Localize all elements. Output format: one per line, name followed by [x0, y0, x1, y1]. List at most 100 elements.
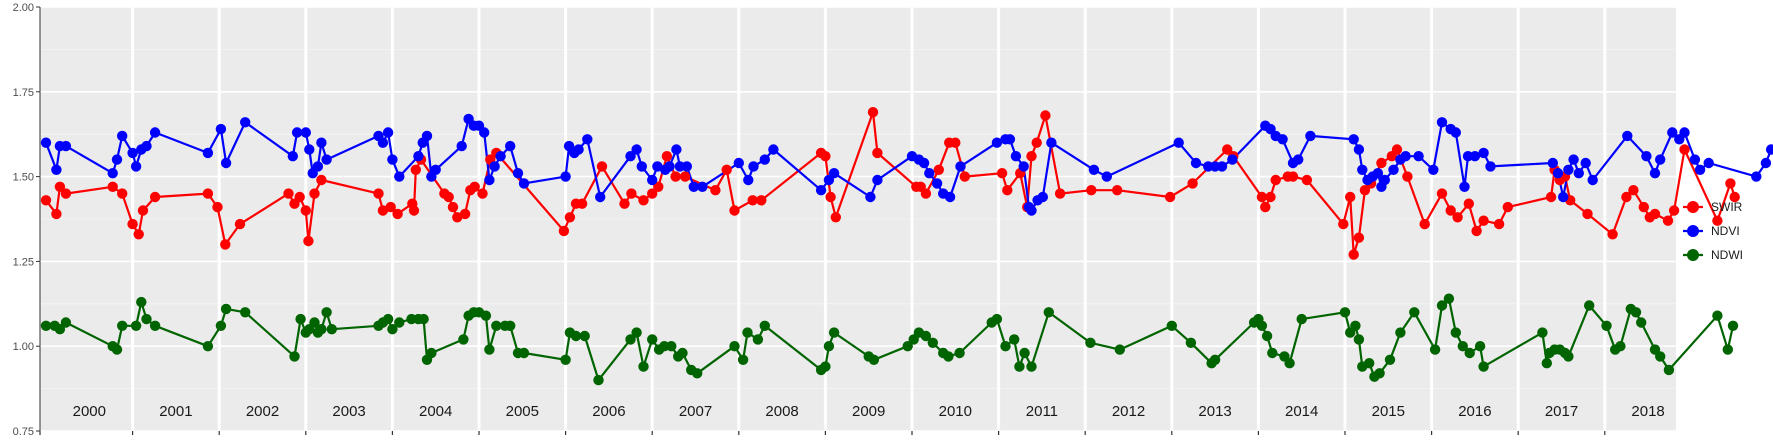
data-point-ndwi: [130, 320, 142, 331]
data-point-ndwi: [1630, 307, 1642, 318]
data-point-swir: [1638, 201, 1650, 213]
data-point-ndwi: [1019, 347, 1030, 359]
data-point-ndwi: [991, 313, 1003, 325]
data-point-swir: [647, 188, 658, 199]
data-point-ndvi: [671, 144, 682, 155]
data-point-ndvi: [220, 157, 232, 169]
data-point-ndvi: [573, 144, 584, 155]
data-point-ndwi: [1350, 320, 1361, 331]
data-point-ndvi: [955, 161, 966, 172]
data-point-ndvi: [1587, 174, 1598, 186]
data-point-ndwi: [1727, 320, 1739, 331]
data-point-swir: [1265, 191, 1276, 203]
data-point-swir: [133, 229, 144, 240]
data-point-ndvi: [768, 144, 779, 155]
data-point-ndvi: [647, 174, 658, 186]
legend-key-point: [1687, 249, 1699, 261]
data-point-ndwi: [742, 327, 753, 338]
data-point-swir: [950, 137, 961, 148]
data-point-ndwi: [1712, 310, 1723, 321]
data-point-ndvi: [991, 137, 1003, 148]
data-point-swir: [1256, 191, 1268, 203]
data-point-swir: [283, 188, 294, 199]
data-point-swir: [1463, 198, 1475, 209]
data-point-ndwi: [828, 327, 840, 338]
data-point-ndwi: [240, 307, 251, 318]
data-point-ndwi: [484, 344, 495, 355]
data-point-ndvi: [1037, 191, 1049, 203]
data-point-ndvi: [40, 137, 52, 148]
data-point-ndwi: [1584, 300, 1595, 311]
year-label: 2002: [246, 403, 279, 420]
data-point-ndwi: [382, 313, 394, 325]
data-point-swir: [1725, 178, 1736, 189]
y-tick-label: 1.50: [13, 172, 34, 184]
data-point-ndvi: [828, 168, 840, 179]
data-point-swir: [408, 205, 420, 216]
data-point-ndvi: [1655, 154, 1666, 165]
data-point-swir: [220, 239, 231, 250]
data-point-ndvi: [240, 117, 251, 128]
data-point-swir: [1391, 144, 1403, 155]
data-point-ndwi: [1429, 344, 1441, 355]
data-point-ndwi: [1478, 361, 1489, 372]
year-label: 2007: [679, 403, 712, 420]
data-point-ndwi: [426, 347, 437, 359]
data-point-swir: [867, 107, 879, 118]
data-point-ndwi: [1261, 330, 1273, 342]
data-point-swir: [619, 198, 630, 209]
data-point-swir: [933, 164, 944, 175]
data-point-ndvi: [931, 178, 943, 189]
data-point-ndwi: [1450, 327, 1462, 338]
data-point-ndvi: [560, 171, 571, 182]
data-point-swir: [1002, 185, 1013, 196]
data-point-swir: [40, 195, 52, 206]
data-point-ndwi: [666, 341, 677, 352]
y-tick-label: 2.00: [13, 2, 34, 14]
data-point-ndvi: [377, 137, 389, 148]
data-point-ndvi: [1751, 171, 1762, 182]
data-point-swir: [638, 195, 649, 206]
data-point-swir: [309, 188, 320, 199]
data-point-ndwi: [927, 337, 938, 348]
data-point-ndwi: [1009, 334, 1020, 345]
data-point-swir: [747, 195, 758, 206]
data-point-swir: [564, 212, 576, 223]
data-point-ndvi: [1568, 154, 1579, 165]
year-label: 2000: [73, 403, 106, 420]
data-point-ndwi: [1364, 358, 1375, 369]
data-point-swir: [1112, 185, 1123, 196]
data-point-swir: [661, 151, 673, 162]
data-point-swir: [1607, 229, 1618, 240]
data-point-ndvi: [1046, 137, 1057, 148]
data-point-swir: [1287, 171, 1299, 182]
data-point-ndwi: [737, 354, 749, 365]
data-point-ndwi: [394, 317, 405, 328]
data-point-ndvi: [1357, 164, 1368, 175]
data-point-swir: [316, 174, 327, 186]
data-point-ndwi: [1457, 341, 1469, 352]
data-point-ndwi: [1166, 320, 1178, 331]
data-point-ndvi: [1649, 168, 1661, 179]
data-point-ndvi: [505, 140, 516, 152]
data-point-swir: [459, 208, 471, 220]
data-point-ndvi: [1436, 117, 1448, 128]
data-point-swir: [872, 147, 883, 159]
data-point-ndwi: [1395, 327, 1406, 338]
data-point-swir: [212, 201, 223, 213]
data-point-ndwi: [593, 374, 604, 386]
data-point-swir: [137, 205, 149, 216]
data-point-ndvi: [141, 140, 152, 152]
data-point-swir: [385, 201, 396, 213]
x-axis: [39, 431, 1606, 435]
data-point-swir: [959, 171, 970, 182]
data-point-ndvi: [1004, 134, 1016, 145]
data-point-ndvi: [291, 127, 303, 138]
data-point-ndvi: [681, 161, 692, 172]
data-point-ndwi: [326, 324, 337, 335]
data-point-swir: [452, 212, 463, 223]
data-point-ndwi: [692, 368, 703, 379]
data-point-swir: [920, 188, 932, 199]
series-points: [40, 107, 1773, 386]
y-tick-label: 1.00: [13, 341, 34, 353]
